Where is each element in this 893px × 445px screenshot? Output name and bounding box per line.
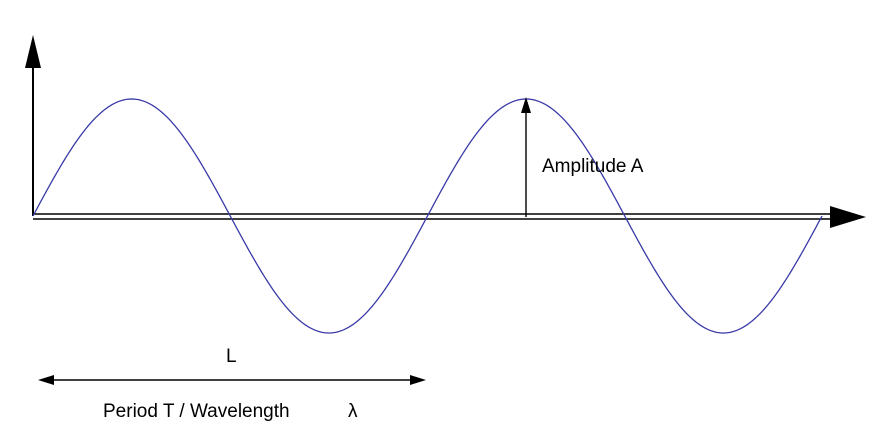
period-label: Period T / Wavelength [103, 401, 290, 422]
x-axis-arrowhead [830, 206, 866, 228]
period-arrowhead-right [410, 375, 426, 385]
sine-wave-curve [32, 98, 823, 334]
amplitude-label: Amplitude A [542, 156, 644, 177]
length-label: L [226, 346, 237, 367]
amplitude-arrowhead [521, 97, 531, 113]
y-axis-arrowhead [25, 35, 41, 68]
period-arrowhead-left [38, 375, 54, 385]
lambda-symbol: λ [348, 401, 358, 422]
